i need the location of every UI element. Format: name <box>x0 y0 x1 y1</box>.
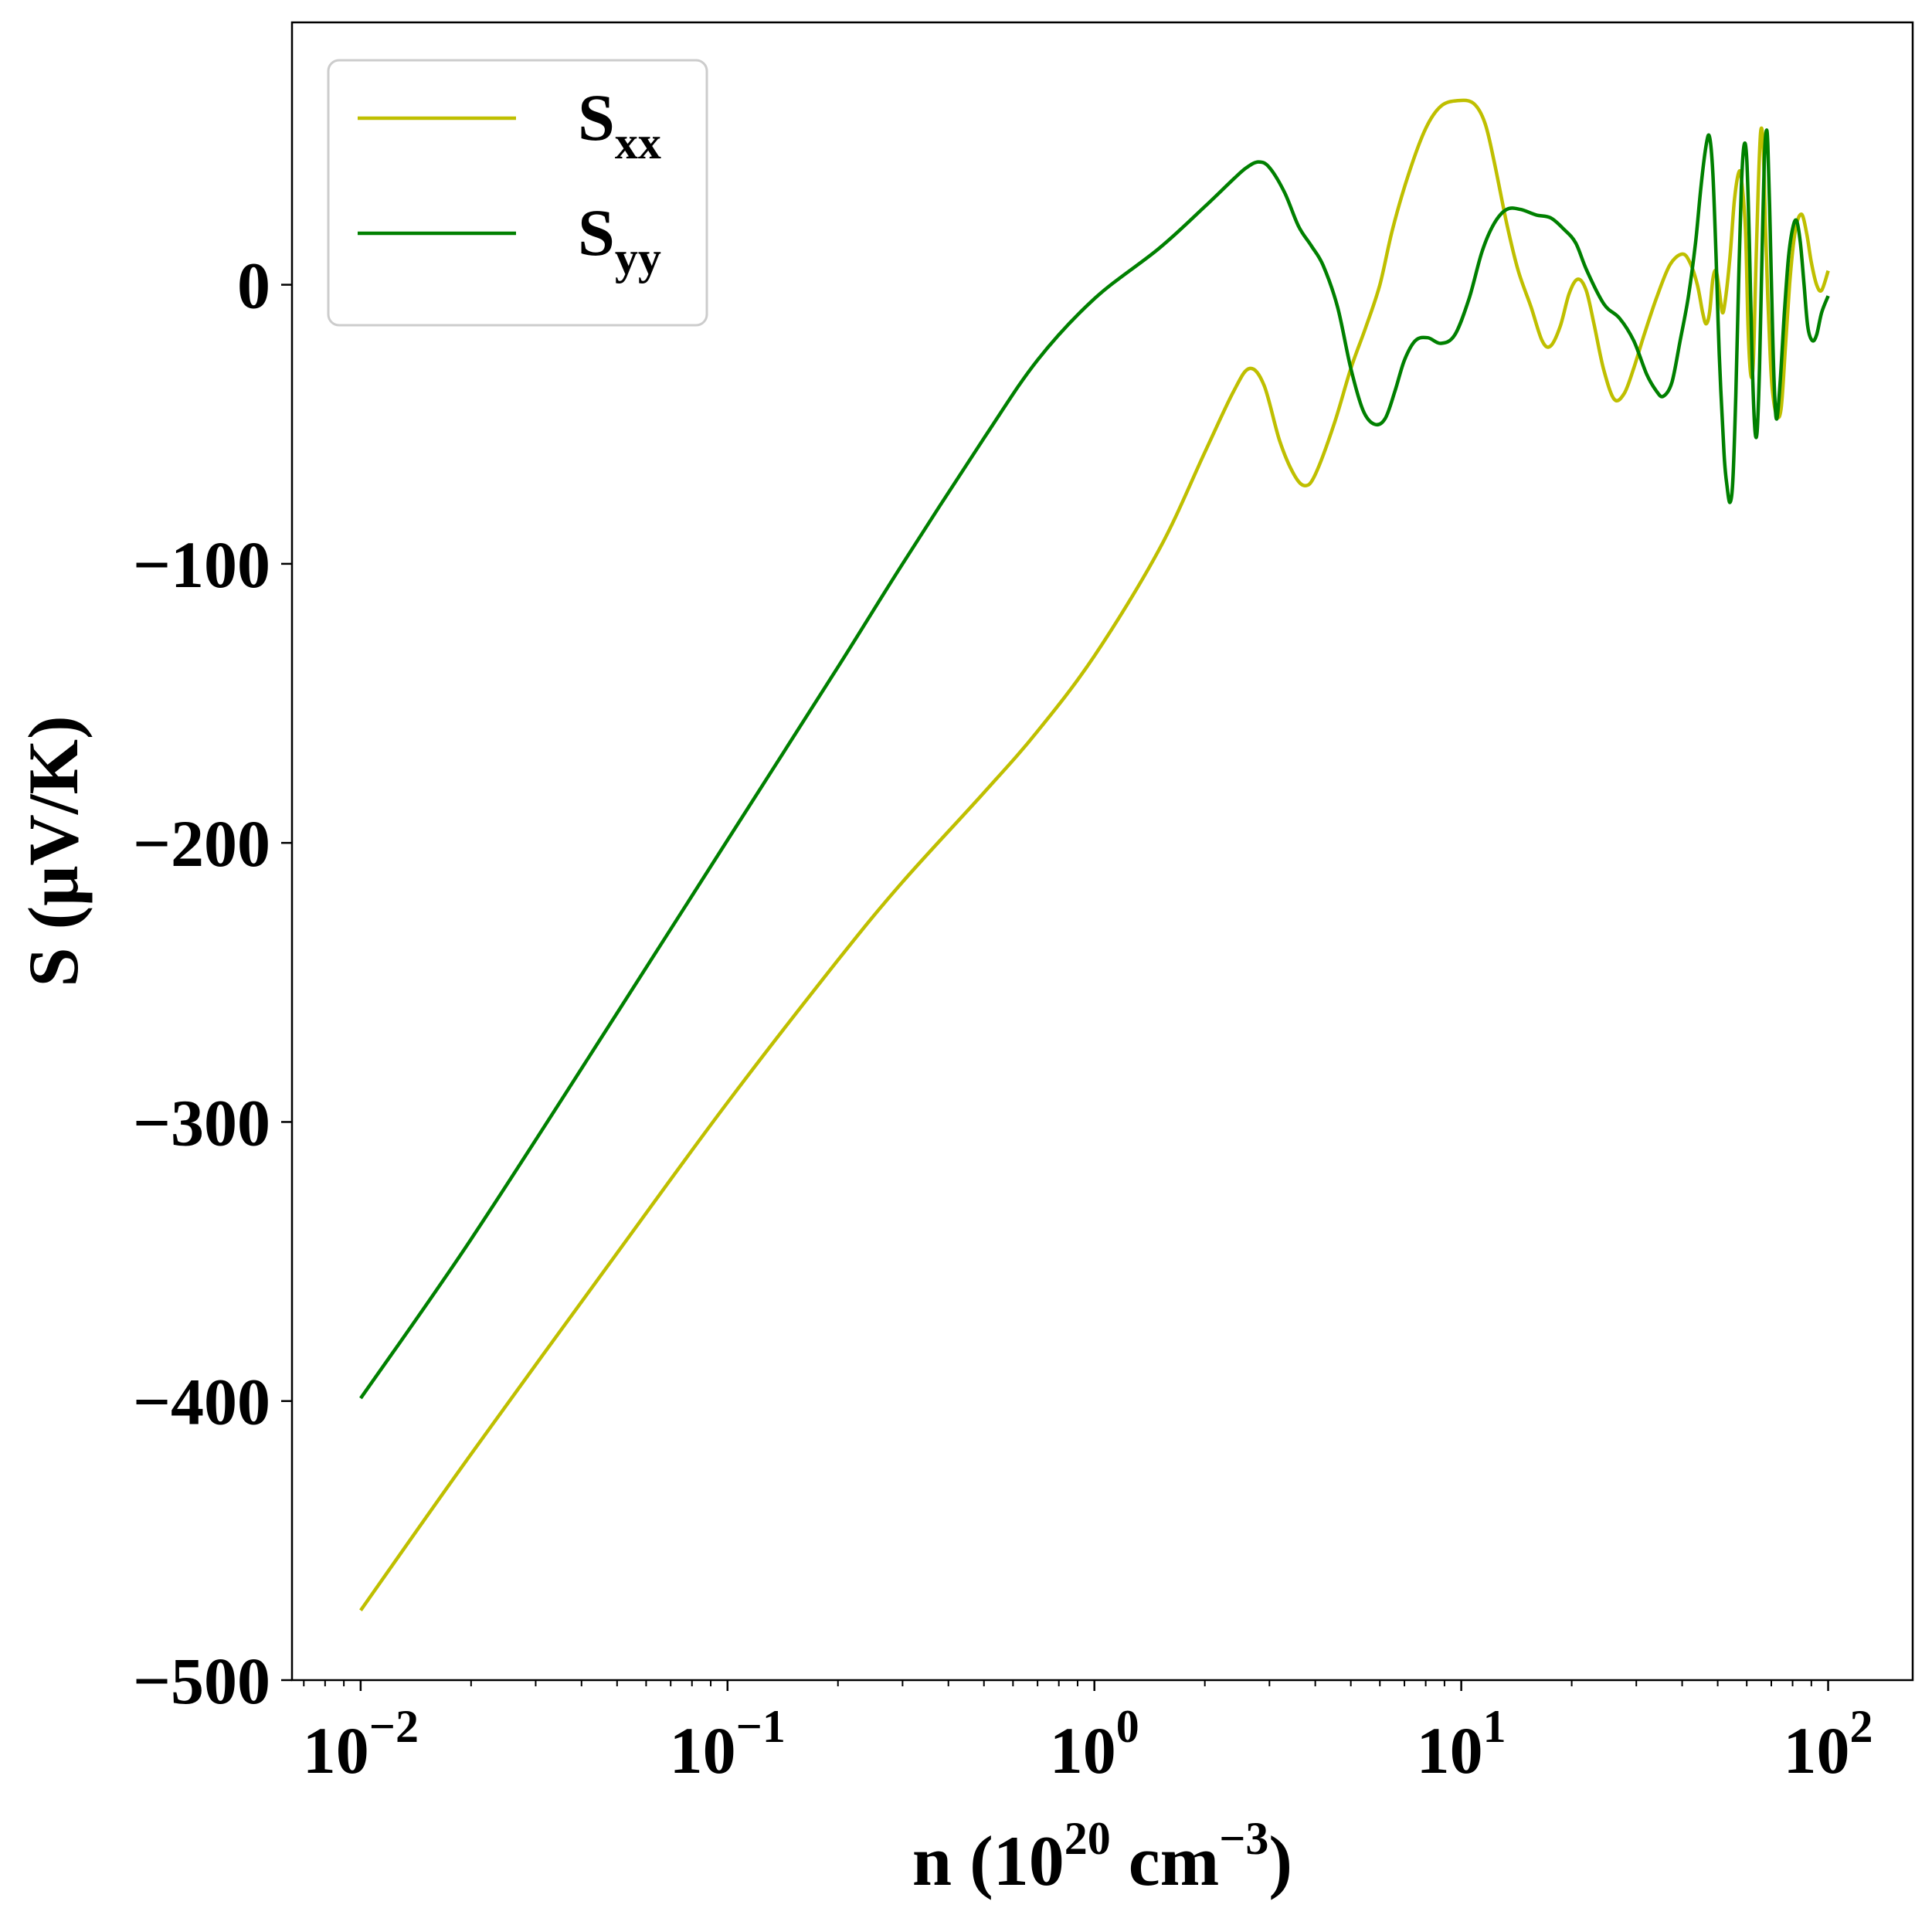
y-tick-label: −300 <box>133 1085 270 1159</box>
y-axis-label: S (μV/K) <box>14 715 93 986</box>
y-tick-label: −100 <box>133 528 270 602</box>
series-line-yy <box>359 128 1830 1400</box>
legend-frame <box>327 59 708 327</box>
legend: Sxx Syy <box>327 59 708 327</box>
x-axis-label: n (1020 cm−3) <box>912 1813 1292 1900</box>
x-tick-label: 102 <box>1784 1701 1873 1788</box>
series-line-xx <box>359 98 1830 1611</box>
x-tick-label: 10−1 <box>670 1701 786 1788</box>
y-tick-label: −500 <box>133 1644 270 1718</box>
x-tick-label: 101 <box>1417 1701 1506 1788</box>
ticks-layer: 0 −100 −200 −300 −400 −500 10−2 10−1 100 101 102 <box>133 249 1873 1788</box>
plot-frame <box>290 21 1914 1682</box>
y-tick-label: −400 <box>133 1365 270 1439</box>
legend-label-yy: Syy <box>578 195 661 283</box>
x-tick-label: 100 <box>1050 1701 1139 1788</box>
y-tick-label: 0 <box>237 249 270 323</box>
series-layer <box>359 98 1830 1611</box>
legend-label-xx: Sxx <box>578 80 661 168</box>
y-tick-label: −200 <box>133 806 270 881</box>
x-tick-label: 10−2 <box>303 1701 419 1788</box>
